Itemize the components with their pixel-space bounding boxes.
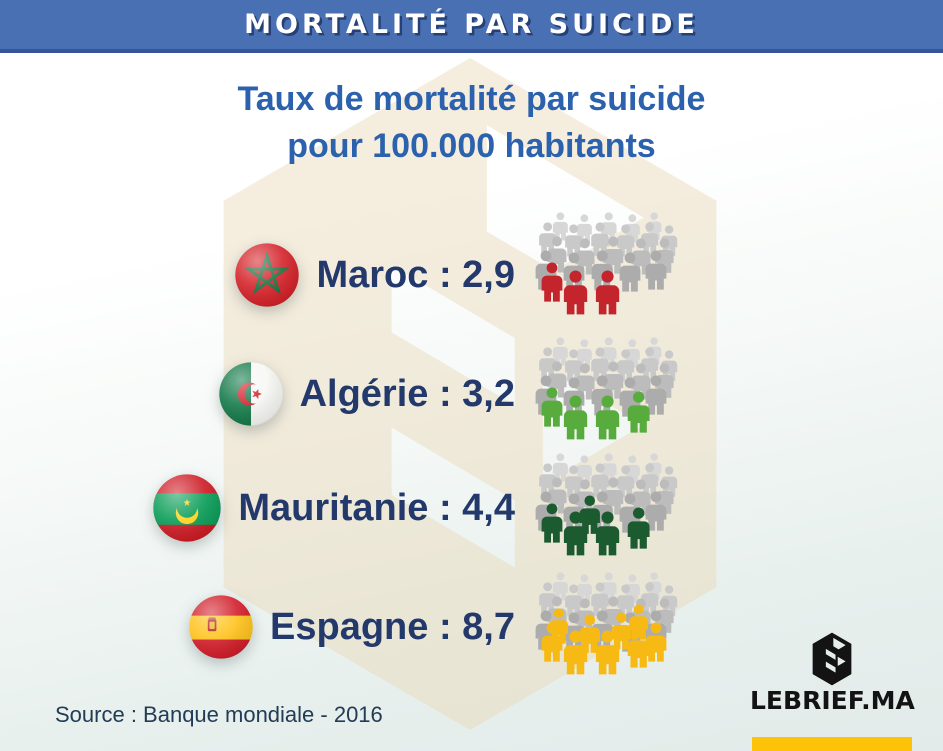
row-algerie: Algérie : 3,2 [0,359,515,429]
country-value-label: Algérie : 3,2 [299,372,515,415]
brand-name: LEBRIEF.MA [750,686,915,715]
person-icon [563,395,588,440]
morocco-flag-icon [235,243,300,307]
person-icon [579,614,600,653]
person-icon [645,250,667,290]
crowd-pictogram-maroc [531,212,691,322]
lebrief-logo-icon [812,632,852,686]
row-mauritanie: Mauritanie : 4,4 [0,473,515,543]
crowd-pictogram-algerie [531,337,691,447]
country-value-label: Mauritanie : 4,4 [238,486,515,529]
person-icon [595,395,620,440]
row-espagne: Espagne : 8,7 [0,592,515,662]
source-caption: Source : Banque mondiale - 2016 [55,702,383,727]
person-icon [627,391,650,433]
country-value-label: Maroc : 2,9 [316,253,515,296]
country-value-label: Espagne : 8,7 [270,605,515,648]
person-icon [563,270,588,315]
person-icon [541,387,563,427]
person-icon [541,262,563,302]
person-icon [549,608,569,644]
banner-title: MORTALITÉ PAR SUICIDE [244,9,699,40]
header-banner: MORTALITÉ PAR SUICIDE [0,0,943,53]
crowd-pictogram-espagne [531,572,691,682]
chart-title-line2: pour 100.000 habitants [287,127,656,165]
chart-title: Taux de mortalité par suicide pour 100.0… [0,76,943,170]
crowd-pictogram-mauritanie [531,453,691,563]
spain-flag-icon [189,595,253,659]
lebrief-watermark-hexagon [223,58,717,730]
mauritania-flag-icon [153,474,221,542]
person-icon [627,507,650,549]
person-icon [595,270,620,315]
chart-title-line1: Taux de mortalité par suicide [237,80,706,118]
person-icon [629,604,649,640]
brand-yellow-bar [752,737,912,751]
row-maroc: Maroc : 2,9 [0,240,515,310]
person-icon [579,495,600,534]
algeria-flag-icon [218,362,283,426]
person-icon [541,503,563,543]
